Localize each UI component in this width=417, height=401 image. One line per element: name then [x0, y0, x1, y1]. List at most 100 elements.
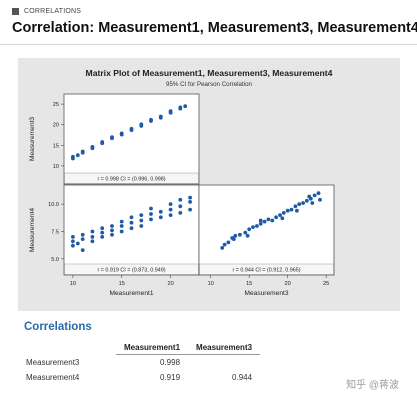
- data-point: [255, 224, 259, 228]
- panel-frame: [198, 184, 335, 276]
- data-point: [158, 114, 163, 119]
- correlation-annotation: r = 0.919 CI = (0.873, 0.949): [97, 268, 165, 274]
- data-point: [258, 218, 263, 223]
- data-point: [178, 197, 183, 202]
- correlations-icon: [12, 8, 19, 15]
- table-cell: [188, 355, 260, 371]
- chart-title: Matrix Plot of Measurement1, Measurement…: [86, 68, 333, 78]
- data-point: [274, 215, 278, 220]
- x-tick-label: 25: [323, 281, 329, 287]
- x-axis-label: Measurement1: [110, 290, 154, 297]
- data-point: [119, 224, 124, 228]
- data-point: [222, 242, 227, 247]
- column-header: Measurement1: [116, 341, 189, 355]
- table-row: Measurement4 0.919 0.944: [24, 370, 260, 385]
- data-point: [90, 229, 95, 234]
- x-tick-label: 15: [119, 281, 125, 287]
- data-point: [80, 248, 85, 253]
- data-point: [243, 230, 248, 235]
- row-label: Measurement3: [26, 357, 80, 367]
- data-point: [188, 207, 193, 212]
- column-header: Measurement3: [188, 341, 261, 355]
- data-point: [307, 194, 312, 199]
- section-tag-label: CORRELATIONS: [24, 8, 82, 15]
- data-point: [149, 217, 153, 222]
- data-point: [119, 131, 124, 136]
- matrix-plot-svg: Matrix Plot of Measurement1, Measurement…: [18, 58, 400, 311]
- data-point: [110, 135, 114, 139]
- x-tick-label: 20: [285, 281, 291, 287]
- x-tick-label: 10: [70, 281, 76, 287]
- table-corner: [24, 341, 116, 355]
- y-tick-label: 7.5: [51, 229, 59, 235]
- y-tick-label: 5.0: [51, 257, 59, 263]
- annotation-band: [199, 263, 334, 275]
- data-point: [119, 219, 124, 224]
- data-point: [318, 197, 322, 202]
- data-point: [305, 198, 309, 203]
- x-axis-label: Measurement3: [245, 290, 289, 297]
- data-point: [90, 239, 95, 244]
- panel-frame: [63, 93, 200, 185]
- data-point: [188, 195, 193, 200]
- data-point: [297, 202, 302, 207]
- watermark: 知乎 @蒋波: [346, 380, 399, 391]
- header-divider: [0, 44, 417, 45]
- table-row: Measurement3 0.998: [24, 355, 260, 371]
- data-point: [71, 154, 75, 159]
- data-point: [139, 122, 144, 127]
- data-point: [100, 230, 105, 235]
- section-tag: CORRELATIONS: [12, 8, 81, 15]
- annotation-band: [64, 172, 199, 184]
- table-cell: 0.944: [232, 373, 253, 382]
- x-tick-label: 20: [167, 281, 173, 287]
- data-point: [231, 237, 236, 242]
- data-point: [293, 204, 298, 209]
- data-point: [90, 145, 95, 149]
- y-tick-label: 10.0: [48, 202, 59, 208]
- data-point: [178, 204, 183, 209]
- data-point: [168, 109, 173, 113]
- data-point: [71, 243, 75, 248]
- table-cell: 0.998: [160, 358, 181, 367]
- data-point: [100, 226, 105, 231]
- data-point: [266, 217, 271, 222]
- data-point: [139, 213, 144, 218]
- data-point: [281, 211, 286, 215]
- data-point: [278, 213, 282, 218]
- data-point: [129, 126, 134, 131]
- x-tick-label: 15: [246, 281, 252, 287]
- data-point: [247, 227, 252, 232]
- data-point: [168, 202, 173, 207]
- table-header-row: Measurement1 Measurement3: [24, 341, 261, 355]
- data-point: [168, 213, 173, 218]
- data-point: [168, 207, 173, 212]
- data-point: [110, 228, 114, 233]
- data-point: [270, 218, 275, 223]
- y-tick-label: 20: [53, 123, 59, 129]
- y-axis-label: Measurement4: [29, 208, 36, 252]
- data-point: [149, 117, 153, 122]
- data-point: [71, 235, 75, 239]
- data-point: [245, 233, 250, 238]
- page-title: Correlation: Measurement1, Measurement3,…: [12, 20, 417, 36]
- data-point: [100, 235, 105, 239]
- data-point: [90, 235, 95, 239]
- data-point: [80, 232, 85, 237]
- data-point: [188, 200, 193, 204]
- data-point: [312, 193, 317, 198]
- data-point: [301, 201, 305, 205]
- data-point: [75, 241, 80, 246]
- correlation-annotation: r = 0.998 CI = (0.996, 0.998): [97, 177, 165, 183]
- data-point: [316, 191, 321, 196]
- data-point: [149, 206, 153, 211]
- correlations-heading: Correlations: [24, 321, 92, 333]
- data-point: [310, 201, 315, 205]
- data-point: [100, 140, 105, 144]
- correlation-annotation: r = 0.944 CI = (0.912, 0.965): [232, 268, 300, 274]
- data-point: [71, 239, 75, 244]
- data-point: [158, 215, 163, 220]
- data-point: [80, 149, 85, 154]
- data-point: [280, 216, 285, 221]
